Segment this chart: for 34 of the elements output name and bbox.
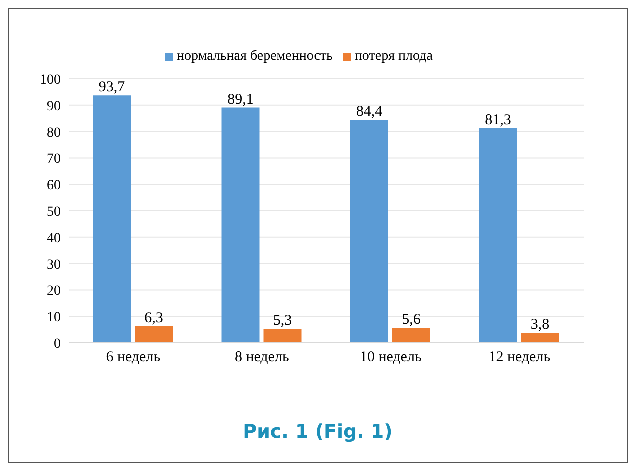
bar [222,108,260,343]
bar [392,328,430,343]
y-tick-label: 70 [47,152,61,168]
y-tick-label: 80 [47,126,61,141]
bar [135,326,173,343]
data-label: 5,6 [402,312,422,328]
y-tick-label: 0 [54,336,61,352]
bar [350,120,388,343]
data-label: 81,3 [485,112,512,128]
text: Рис. 1 (Fig. 1) [242,421,394,443]
y-tick-label: 50 [47,204,61,220]
x-tick-label: 12 недель [488,350,551,366]
x-tick-label: 8 недель [234,350,290,366]
y-tick-label: 60 [47,178,61,194]
data-label: 89,1 [228,92,254,108]
x-tick-label: 10 недель [360,350,422,366]
legend-label: нормальная беременность [177,49,333,64]
y-tick-label: 100 [40,72,61,88]
data-label: 6,3 [144,310,164,326]
y-tick-label: 10 [47,310,61,326]
y-tick-label: 40 [47,231,61,246]
bar [479,128,518,343]
x-tick-label: 6 недель [106,350,161,366]
y-tick-label: 30 [47,258,61,273]
y-tick-label: 20 [47,284,61,300]
data-label: 84,4 [356,104,384,120]
data-label: 5,3 [273,313,292,330]
bar [93,96,131,343]
data-label: 93,7 [98,80,126,96]
legend-label: потеря плода [354,49,433,64]
y-tick-label: 90 [47,99,61,114]
data-label: 3,8 [530,316,550,333]
bar [264,329,302,343]
bar [521,332,560,343]
